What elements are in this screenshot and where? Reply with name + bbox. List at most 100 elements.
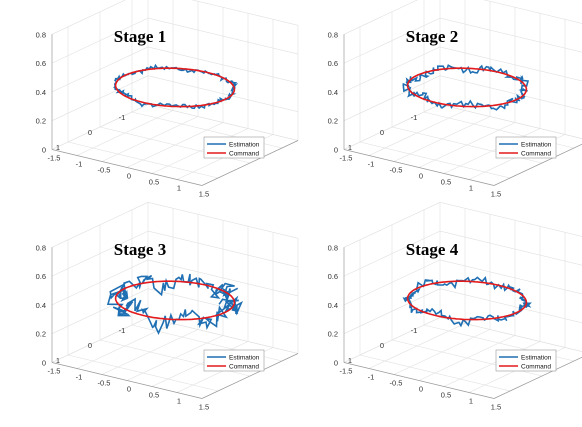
z-tick-label: 0.4 — [328, 301, 338, 310]
y-tick-label: 1 — [56, 143, 60, 152]
legend-label: Estimation — [229, 141, 260, 148]
series-estimation-line — [106, 273, 244, 336]
y-tick-label: -1 — [411, 326, 418, 335]
x-tick-label: -1 — [76, 160, 83, 169]
legend-label: Command — [521, 363, 551, 370]
y-tick-label: -1 — [119, 326, 126, 335]
x-tick-label: 0.5 — [149, 178, 159, 187]
gridline — [439, 230, 582, 266]
x-tick-label: 1 — [177, 184, 181, 193]
x-tick-label: 0 — [127, 385, 131, 394]
z-tick-label: 0.2 — [36, 117, 46, 126]
x-tick-label: -1 — [368, 373, 375, 382]
z-tick-label: 0.8 — [36, 30, 46, 39]
z-tick-label: 0.8 — [328, 243, 338, 252]
y-tick-label: 0 — [380, 128, 384, 137]
x-tick-label: -1.5 — [48, 154, 61, 163]
z-tick-label: 0 — [334, 146, 338, 155]
gridline — [359, 354, 511, 392]
y-tick-label: 1 — [56, 356, 60, 365]
x-axis-line — [51, 362, 203, 399]
series-estimation-line — [402, 275, 532, 328]
x-tick-label: -0.5 — [98, 166, 111, 175]
series-estimation-line — [402, 64, 530, 111]
y-tick-label: -1 — [119, 113, 126, 122]
x-tick-label: 0.5 — [441, 391, 451, 400]
x-tick-label: 1 — [469, 184, 473, 193]
x-tick-label: -0.5 — [98, 379, 111, 388]
legend-label: Estimation — [521, 354, 552, 361]
legend: Estimation Command — [203, 349, 265, 372]
legend-label: Command — [229, 150, 259, 157]
x-tick-label: 0.5 — [441, 178, 451, 187]
x-tick-label: -1.5 — [340, 154, 353, 163]
legend-label: Estimation — [521, 141, 552, 148]
z-tick-label: 0 — [42, 359, 46, 368]
legend: Estimation Command — [495, 349, 557, 372]
series-command-line — [114, 280, 236, 321]
z-tick-label: 0.8 — [328, 30, 338, 39]
series-command-line — [406, 280, 528, 321]
legend-label: Command — [229, 363, 259, 370]
y-axis-line — [493, 143, 582, 186]
x-axis-line — [343, 149, 495, 186]
x-tick-label: -1 — [76, 373, 83, 382]
chart-panel-2: 0 0.2 0.4 0.6 0.8 -1.5 -1 -0.5 0 0.5 1 1.5 1 0 -1 Stage… — [328, 0, 582, 199]
z-tick-label: 0.4 — [328, 88, 338, 97]
x-tick-label: -0.5 — [390, 166, 403, 175]
gridline — [439, 202, 582, 237]
x-tick-label: 1 — [469, 397, 473, 406]
gridline — [483, 0, 582, 24]
legend-label: Estimation — [229, 354, 260, 361]
x-tick-label: 0 — [419, 385, 423, 394]
x-tick-label: 1.5 — [491, 403, 501, 412]
legend: Estimation Command — [203, 136, 265, 159]
x-tick-label: 0 — [419, 172, 423, 181]
chart-panel-1: 0 0.2 0.4 0.6 0.8 -1.5 -1 -0.5 0 0.5 1 1.5 1 0 -1 Stage… — [36, 0, 299, 199]
z-tick-label: 0.2 — [328, 330, 338, 339]
gridline — [67, 354, 219, 392]
z-tick-label: 0.4 — [36, 88, 46, 97]
y-tick-label: 0 — [380, 341, 384, 350]
chart-title: Stage 2 — [406, 27, 458, 46]
gridline — [439, 17, 582, 53]
z-tick-label: 0.8 — [36, 243, 46, 252]
x-tick-label: 1 — [177, 397, 181, 406]
z-tick-label: 0.6 — [36, 59, 46, 68]
chart-panel-3: 0 0.2 0.4 0.6 0.8 -1.5 -1 -0.5 0 0.5 1 1.5 1 0 -1 Stage… — [36, 202, 299, 412]
gridline — [67, 141, 219, 179]
y-axis-line — [201, 140, 299, 186]
z-tick-label: 0 — [334, 359, 338, 368]
gridline — [439, 104, 582, 139]
x-axis-line — [343, 362, 495, 399]
series-command-line — [406, 67, 528, 108]
chart-title: Stage 1 — [114, 27, 166, 46]
y-axis-line — [493, 356, 582, 399]
legend: Estimation Command — [495, 136, 557, 159]
legend-label: Command — [521, 150, 551, 157]
x-tick-label: -0.5 — [390, 379, 403, 388]
z-tick-label: 0.2 — [36, 330, 46, 339]
x-tick-label: 1.5 — [491, 190, 501, 199]
y-tick-label: 0 — [88, 128, 92, 137]
x-tick-label: -1 — [368, 160, 375, 169]
z-tick-label: 0.6 — [328, 59, 338, 68]
x-tick-label: -1.5 — [48, 367, 61, 376]
y-tick-label: 0 — [88, 341, 92, 350]
z-tick-label: 0.6 — [328, 272, 338, 281]
chart-panel-4: 0 0.2 0.4 0.6 0.8 -1.5 -1 -0.5 0 0.5 1 1.5 1 0 -1 Stage… — [328, 202, 582, 412]
x-tick-label: 0 — [127, 172, 131, 181]
z-tick-label: 0.2 — [328, 117, 338, 126]
y-tick-label: -1 — [411, 113, 418, 122]
y-tick-label: 1 — [348, 356, 352, 365]
x-tick-label: 1.5 — [199, 190, 209, 199]
z-tick-label: 0.4 — [36, 301, 46, 310]
y-tick-label: 1 — [348, 143, 352, 152]
z-tick-label: 0.6 — [36, 272, 46, 281]
chart-title: Stage 3 — [114, 240, 166, 259]
chart-title: Stage 4 — [406, 240, 459, 259]
z-tick-label: 0 — [42, 146, 46, 155]
x-tick-label: 0.5 — [149, 391, 159, 400]
x-axis-line — [51, 149, 203, 186]
